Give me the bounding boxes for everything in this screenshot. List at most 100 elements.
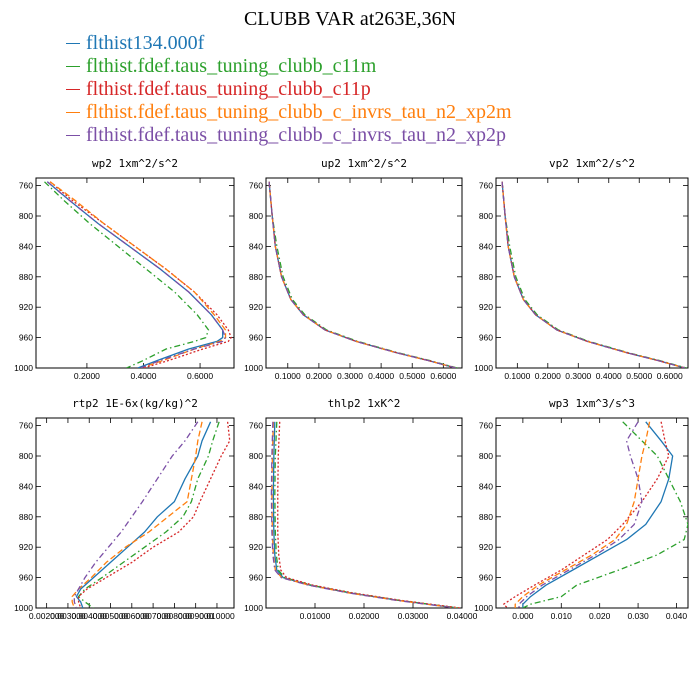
panel-title: wp2 1xm^2/s^2 [92,157,178,170]
y-tick-label: 800 [249,451,263,461]
x-tick-label: 0.4000 [596,371,622,381]
legend-entry: flthist.fdef.taus_tuning_clubb_c11p [66,78,512,101]
series-group [503,421,688,608]
series-line [268,181,456,368]
series-line [271,421,457,608]
y-tick-label: 960 [19,573,33,583]
y-tick-label: 920 [479,302,493,312]
y-tick-label: 880 [249,272,263,282]
legend-label: flthist.fdef.taus_tuning_clubb_c_invrs_t… [86,124,506,146]
y-tick-label: 760 [19,181,33,191]
series-line [77,421,231,608]
x-tick-label: 0.6000 [187,371,213,381]
y-tick-label: 880 [249,512,263,522]
legend-entry: flthist.fdef.taus_tuning_clubb_c11m [66,55,512,78]
chart-panel: wp3 1xm^3/s^3 760 800 840 880 920 960 1000 0.000… [474,397,689,621]
x-tick-label: 0.4000 [368,371,394,381]
plot-frame [495,417,689,609]
x-tick-label: 0.01000 [300,611,331,621]
chart-panel: rtp2 1E-6x(kg/kg)^2 760 800 840 880 920 960 100… [14,397,235,621]
x-tick-label: 0.03000 [398,611,429,621]
x-tick-label: 0.004000 [71,611,107,621]
y-tick-label: 840 [249,241,263,251]
series-line [268,181,456,368]
legend-entry: flthist.fdef.taus_tuning_clubb_c_invrs_t… [66,124,512,147]
y-tick-label: 800 [19,451,33,461]
plot-frame [35,417,235,609]
x-tick-label: 0.5000 [626,371,652,381]
y-tick-label: 880 [19,272,33,282]
series-line [501,181,686,368]
legend: flthist134.000f flthist.fdef.taus_tuning_… [66,32,512,147]
legend-entry: flthist134.000f [66,32,512,55]
y-tick-label: 1000 [244,363,263,373]
series-group [268,181,458,368]
series-line [518,421,643,608]
legend-swatch [66,112,80,113]
series-line [75,421,212,608]
x-tick-label: 0.04000 [447,611,478,621]
series-line [501,181,686,368]
plot-frame [265,177,463,369]
x-tick-label: 0.003000 [50,611,86,621]
series-line [49,181,227,368]
y-tick-label: 760 [19,421,33,431]
x-tick-label: 0.4000 [130,371,156,381]
panel-title: rtp2 1E-6x(kg/kg)^2 [72,397,198,410]
series-line [268,181,456,368]
y-tick-label: 1000 [474,603,493,613]
chart-panel: thlp2 1xK^2 760 800 840 880 920 960 1000 0.01000… [244,397,478,621]
y-tick-label: 960 [249,333,263,343]
chart-panel: wp2 1xm^2/s^2 760 800 840 880 920 960 1000 0.200… [14,157,235,381]
y-tick-label: 800 [479,211,493,221]
series-group [270,421,461,608]
x-tick-label: 0.1000 [504,371,530,381]
x-tick-label: 0.1000 [275,371,301,381]
figure-title: CLUBB VAR at263E,36N [243,8,457,30]
series-line [522,421,688,608]
y-tick-label: 1000 [244,603,263,613]
series-line [274,421,459,608]
y-tick-label: 760 [249,181,263,191]
x-tick-label: 0.000 [512,611,534,621]
series-line [73,421,199,608]
x-tick-label: 0.2000 [74,371,100,381]
series-line [268,181,456,368]
y-tick-label: 800 [19,211,33,221]
x-tick-label: 0.6000 [657,371,683,381]
x-tick-label: 0.020 [589,611,611,621]
y-tick-label: 880 [479,512,493,522]
series-line [270,421,456,608]
chart-panel: up2 1xm^2/s^2 760 800 840 880 920 960 1000 0.100… [244,157,463,381]
plot-frame [35,177,235,369]
y-tick-label: 920 [249,302,263,312]
x-tick-label: 0.2000 [535,371,561,381]
legend-swatch [66,66,80,67]
legend-label: flthist.fdef.taus_tuning_clubb_c11p [86,78,371,100]
series-line [272,421,458,608]
legend-label: flthist.fdef.taus_tuning_clubb_c_invrs_t… [86,101,512,123]
x-tick-label: 0.2000 [306,371,332,381]
series-line [77,421,220,608]
y-tick-label: 960 [479,333,493,343]
y-tick-label: 1000 [474,363,493,373]
series-line [501,181,686,368]
y-tick-label: 880 [19,512,33,522]
y-tick-label: 840 [479,241,493,251]
series-group [44,181,232,368]
x-tick-label: 0.6000 [430,371,456,381]
panel-title: up2 1xm^2/s^2 [321,157,407,170]
y-tick-label: 920 [19,302,33,312]
panel-title: thlp2 1xK^2 [328,397,401,410]
legend-label: flthist134.000f [86,32,205,54]
x-tick-label: 0.3000 [337,371,363,381]
series-line [49,181,232,368]
legend-swatch [66,135,80,136]
x-tick-label: 0.02000 [349,611,380,621]
y-tick-label: 760 [479,181,493,191]
y-tick-label: 800 [249,211,263,221]
x-tick-label: 0.5000 [399,371,425,381]
panel-title: vp2 1xm^2/s^2 [549,157,635,170]
x-tick-label: 0.007000 [135,611,171,621]
